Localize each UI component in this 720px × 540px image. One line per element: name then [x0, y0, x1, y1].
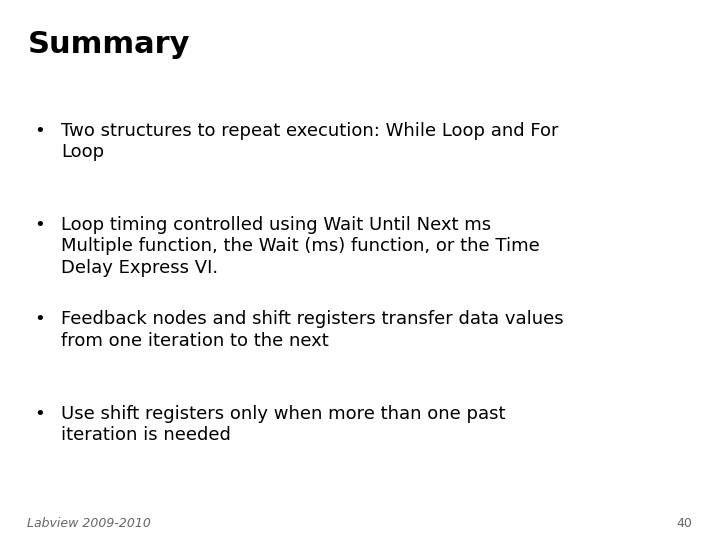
Text: •: • [35, 310, 45, 328]
Text: Labview 2009-2010: Labview 2009-2010 [27, 517, 151, 530]
Text: •: • [35, 122, 45, 139]
Text: Summary: Summary [27, 30, 190, 59]
Text: Loop timing controlled using Wait Until Next ms
Multiple function, the Wait (ms): Loop timing controlled using Wait Until … [61, 216, 540, 277]
Text: •: • [35, 405, 45, 423]
Text: Feedback nodes and shift registers transfer data values
from one iteration to th: Feedback nodes and shift registers trans… [61, 310, 564, 350]
Text: 40: 40 [677, 517, 693, 530]
Text: Two structures to repeat execution: While Loop and For
Loop: Two structures to repeat execution: Whil… [61, 122, 559, 161]
Text: •: • [35, 216, 45, 234]
Text: Use shift registers only when more than one past
iteration is needed: Use shift registers only when more than … [61, 405, 505, 444]
